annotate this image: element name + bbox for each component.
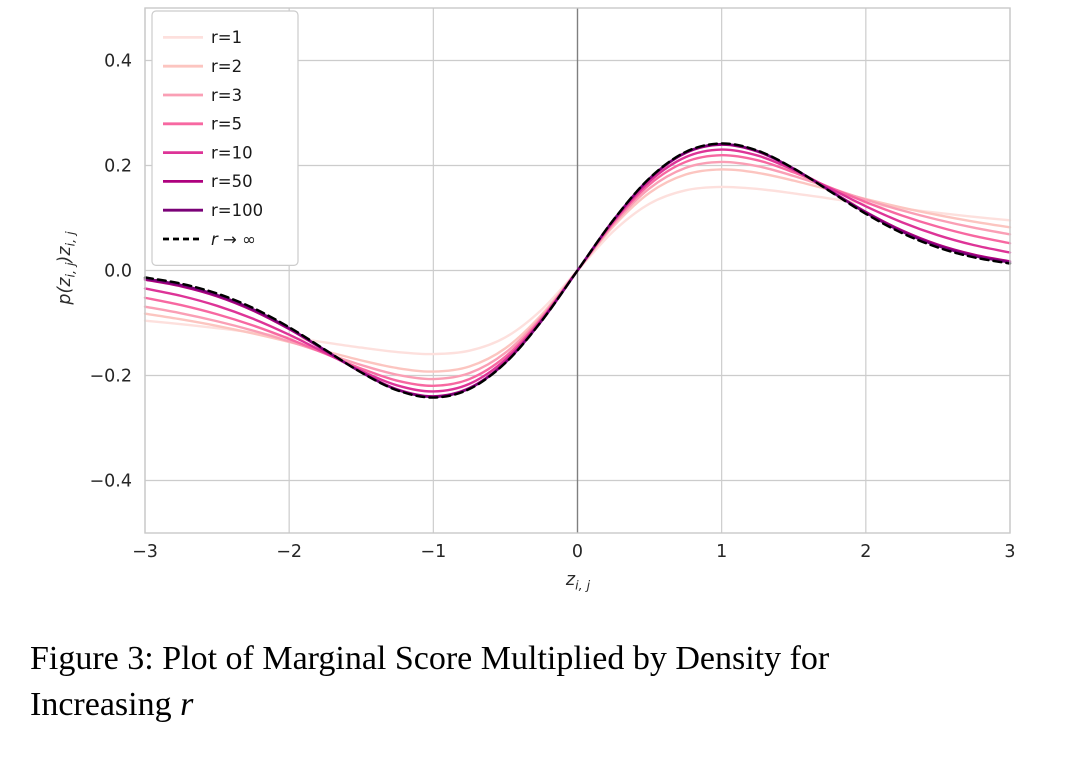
- x-tick-label: −3: [132, 542, 158, 562]
- x-tick-label: −1: [420, 542, 446, 562]
- plot-border: [144, 7, 1011, 534]
- x-axis-label-sub: i, j: [575, 577, 591, 593]
- legend-label: r=50: [211, 172, 253, 191]
- x-tick-label: 0: [572, 542, 583, 562]
- legend-label: r → ∞: [211, 230, 256, 249]
- y-tick-label: 0.2: [104, 157, 132, 177]
- line-chart: −3 −2 −1 0 1 2 3 0.4 0.2 0.0 −0.2 −0.4 r=1 r=2 r=3 r=5 r…: [55, 7, 1016, 593]
- legend-label: r=100: [211, 201, 263, 220]
- y-axis-label-sub2: i, j: [62, 231, 78, 247]
- x-axis-label: zi, j: [566, 570, 590, 593]
- x-tick-label: 3: [1004, 542, 1015, 562]
- legend-label: r=2: [211, 57, 242, 76]
- legend-label: r=3: [211, 86, 242, 105]
- y-axis-label-sub1: i, j: [62, 262, 78, 278]
- y-axis-label: p(zi, j)zi, j: [55, 231, 78, 304]
- curve-r-: [143, 142, 1012, 399]
- legend-box: [151, 10, 299, 266]
- figure-caption-line1: Figure 3: Plot of Marginal Score Multipl…: [30, 640, 830, 677]
- figure-caption-line2-variable: r: [180, 686, 194, 724]
- plot-svg: −3 −2 −1 0 1 2 30.40.20.0−0.2−0.4r=1r=2r=3r=5r…: [90, 7, 1016, 562]
- legend-label: r=1: [211, 28, 242, 47]
- y-tick-label: −0.4: [90, 472, 133, 492]
- x-tick-label: −2: [276, 542, 302, 562]
- figure-caption-line2: Increasing r: [30, 682, 1065, 728]
- figure-caption-line2-text: Increasing: [30, 686, 181, 724]
- legend: r=1 r=2 r=3 r=5 r=10 r=50 r=100 r → ∞: [151, 10, 299, 266]
- x-tick-label: 2: [860, 542, 871, 562]
- y-tick-label: 0.0: [104, 262, 132, 282]
- legend-label: r=5: [211, 115, 242, 134]
- y-axis-label-seg1: p(z: [54, 277, 75, 305]
- y-axis-label-seg2: )z: [54, 246, 75, 263]
- x-tick-label: 1: [716, 542, 727, 562]
- x-axis-label-base: z: [565, 570, 576, 590]
- y-tick-label: −0.2: [90, 367, 133, 387]
- y-tick-label: 0.4: [104, 52, 132, 72]
- figure-caption: Figure 3: Plot of Marginal Score Multipl…: [30, 636, 1065, 728]
- legend-label: r=10: [211, 143, 253, 162]
